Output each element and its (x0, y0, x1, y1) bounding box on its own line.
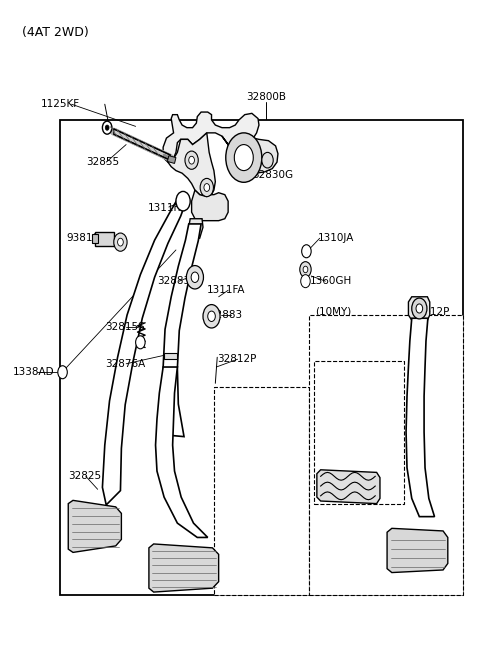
Circle shape (301, 245, 311, 258)
Text: (10MY): (10MY) (315, 307, 351, 317)
Circle shape (114, 233, 127, 251)
Text: 1311FA: 1311FA (147, 203, 186, 213)
Text: 1338AD: 1338AD (13, 367, 55, 377)
Text: 1311FA: 1311FA (207, 285, 245, 295)
Text: 32855: 32855 (86, 157, 119, 167)
Circle shape (208, 311, 216, 321)
Bar (313, 361, 404, 504)
Polygon shape (168, 155, 176, 163)
Polygon shape (102, 199, 187, 505)
Circle shape (300, 262, 311, 277)
Polygon shape (114, 129, 170, 160)
Circle shape (186, 266, 204, 289)
Text: 93810A: 93810A (67, 234, 107, 243)
Polygon shape (406, 318, 434, 517)
Circle shape (189, 156, 194, 164)
Text: 32825: 32825 (230, 466, 264, 476)
Polygon shape (149, 544, 219, 592)
Text: (W/AL PAD
PEDAL): (W/AL PAD PEDAL) (221, 418, 273, 440)
Text: 32812P: 32812P (410, 307, 449, 317)
Text: 32825A: 32825A (316, 513, 356, 523)
Circle shape (118, 238, 123, 246)
Circle shape (234, 144, 253, 171)
Polygon shape (317, 470, 380, 504)
Text: 32800B: 32800B (246, 92, 286, 102)
Circle shape (303, 266, 308, 273)
Text: 32825: 32825 (322, 379, 355, 388)
Polygon shape (163, 224, 201, 437)
Circle shape (191, 272, 199, 283)
Polygon shape (96, 232, 114, 246)
Bar (309, 315, 463, 595)
Circle shape (203, 304, 220, 328)
Polygon shape (387, 528, 448, 573)
Text: 32876A: 32876A (105, 359, 145, 369)
Polygon shape (168, 133, 216, 197)
Polygon shape (164, 353, 178, 359)
Circle shape (185, 151, 198, 169)
Circle shape (58, 366, 67, 379)
Circle shape (136, 336, 145, 349)
Circle shape (102, 121, 112, 134)
Circle shape (200, 178, 214, 197)
Text: 32815S: 32815S (105, 321, 144, 332)
Circle shape (204, 184, 210, 192)
Polygon shape (222, 136, 278, 175)
Text: 32883: 32883 (209, 310, 242, 320)
Polygon shape (68, 501, 121, 552)
Circle shape (301, 275, 310, 288)
Bar (214, 386, 309, 595)
Text: 32883: 32883 (157, 276, 190, 286)
Circle shape (226, 133, 262, 182)
Text: 1360GH: 1360GH (310, 276, 352, 286)
Text: 1310JA: 1310JA (318, 234, 355, 243)
Text: 32830G: 32830G (252, 170, 293, 180)
Text: 32825: 32825 (68, 471, 101, 482)
Polygon shape (92, 234, 97, 243)
Polygon shape (156, 367, 208, 537)
Circle shape (262, 152, 273, 168)
Circle shape (176, 192, 190, 211)
Bar (60, 120, 463, 595)
Circle shape (105, 125, 109, 131)
Circle shape (416, 304, 423, 313)
Circle shape (412, 298, 427, 319)
Text: (4AT 2WD): (4AT 2WD) (22, 26, 88, 39)
Polygon shape (163, 112, 259, 162)
Text: (AL PAD): (AL PAD) (317, 357, 360, 367)
Text: 32812P: 32812P (217, 354, 257, 364)
Polygon shape (408, 297, 430, 320)
Text: 1125KF: 1125KF (41, 98, 80, 109)
Polygon shape (192, 190, 228, 220)
Polygon shape (189, 218, 203, 238)
